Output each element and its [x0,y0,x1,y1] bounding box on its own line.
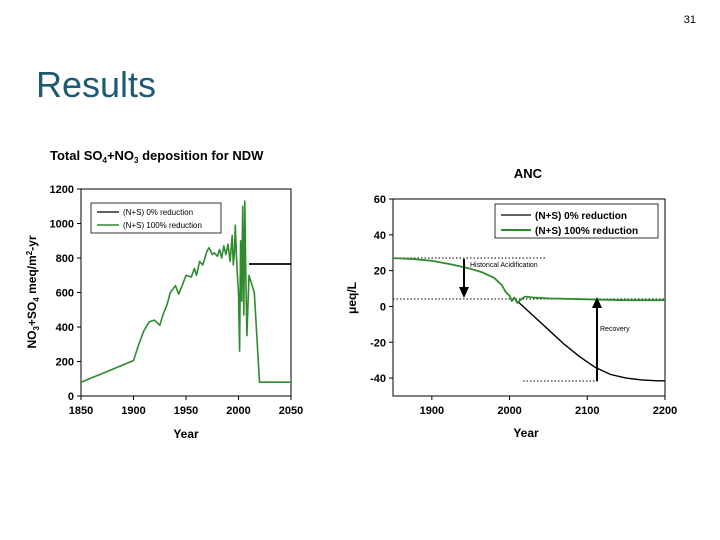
deposition-y-tick-label: 600 [56,288,74,300]
anc-legend-label-0pct: (N+S) 0% reduction [535,211,627,222]
page-number: 31 [683,14,696,26]
anc-series-line-100pct [392,257,665,304]
deposition-x-axis-label: Year [173,427,199,441]
anc-y-tick-label: 40 [374,230,386,242]
deposition-x-tick-label: 1950 [174,405,198,417]
anc-x-tick-label: 2100 [575,405,599,417]
anc-y-tick-label: 0 [380,301,386,313]
anc-plot-frame [392,198,666,397]
anc-y-axis-label: μeq/L [345,282,359,314]
recovery-arrow [592,297,602,381]
deposition-y-tick-label: 1000 [50,219,74,231]
deposition-x-tick-label: 1900 [121,405,145,417]
deposition-series-line-100pct [80,200,291,384]
deposition-y-tick-label: 800 [56,253,74,265]
recovery-label: Recovery [600,326,630,333]
anc-legend: (N+S) 0% reduction (N+S) 100% reduction [494,203,659,239]
anc-chart: ANC 1900 2000 2100 2200 60 40 20 0 -20 -40 Histor… [345,166,677,440]
deposition-axis-ticks: 1850 1900 1950 2000 2050 0 200 400 600 800 1000 120… [50,184,304,417]
deposition-y-tick-label: 200 [56,357,74,369]
anc-series-lines [392,257,665,382]
deposition-series-lines [80,200,291,384]
anc-x-tick-label: 2200 [653,405,677,417]
deposition-chart: Total SO4+NO3 deposition for NDW 1850 190… [25,148,303,441]
anc-series-line-0pct [516,300,665,382]
anc-x-tick-label: 2000 [497,405,521,417]
anc-chart-title: ANC [514,166,543,181]
anc-axis-ticks: 1900 2000 2100 2200 60 40 20 0 -20 -40 [370,194,677,417]
deposition-x-tick-label: 2050 [279,405,303,417]
deposition-x-tick-label: 2000 [226,405,250,417]
deposition-y-tick-label: 400 [56,322,74,334]
anc-y-tick-label: 20 [374,266,386,278]
historical-acidification-label: Historical Acidification [470,262,538,269]
deposition-legend-label-100pct: (N+S) 100% reduction [123,221,202,230]
historical-acidification-arrow [459,259,469,298]
anc-x-axis-label: Year [513,426,539,440]
deposition-y-tick-label: 0 [68,391,74,403]
anc-x-tick-label: 1900 [420,405,444,417]
anc-y-tick-label: -20 [370,337,386,349]
deposition-legend: (N+S) 0% reduction (N+S) 100% reduction [90,202,222,234]
deposition-legend-label-0pct: (N+S) 0% reduction [123,208,193,217]
anc-legend-label-100pct: (N+S) 100% reduction [535,226,638,237]
deposition-chart-title: Total SO4+NO3 deposition for NDW [50,148,264,165]
anc-y-tick-label: -40 [370,373,386,385]
deposition-legend-box [90,202,222,234]
anc-legend-box [494,203,659,239]
deposition-y-axis-label: NO3+SO4 meq/m2-yr [25,235,41,348]
deposition-x-tick-label: 1850 [69,405,93,417]
slide-title: Results [36,64,157,105]
deposition-y-tick-label: 1200 [50,184,74,196]
anc-y-tick-label: 60 [374,194,386,206]
